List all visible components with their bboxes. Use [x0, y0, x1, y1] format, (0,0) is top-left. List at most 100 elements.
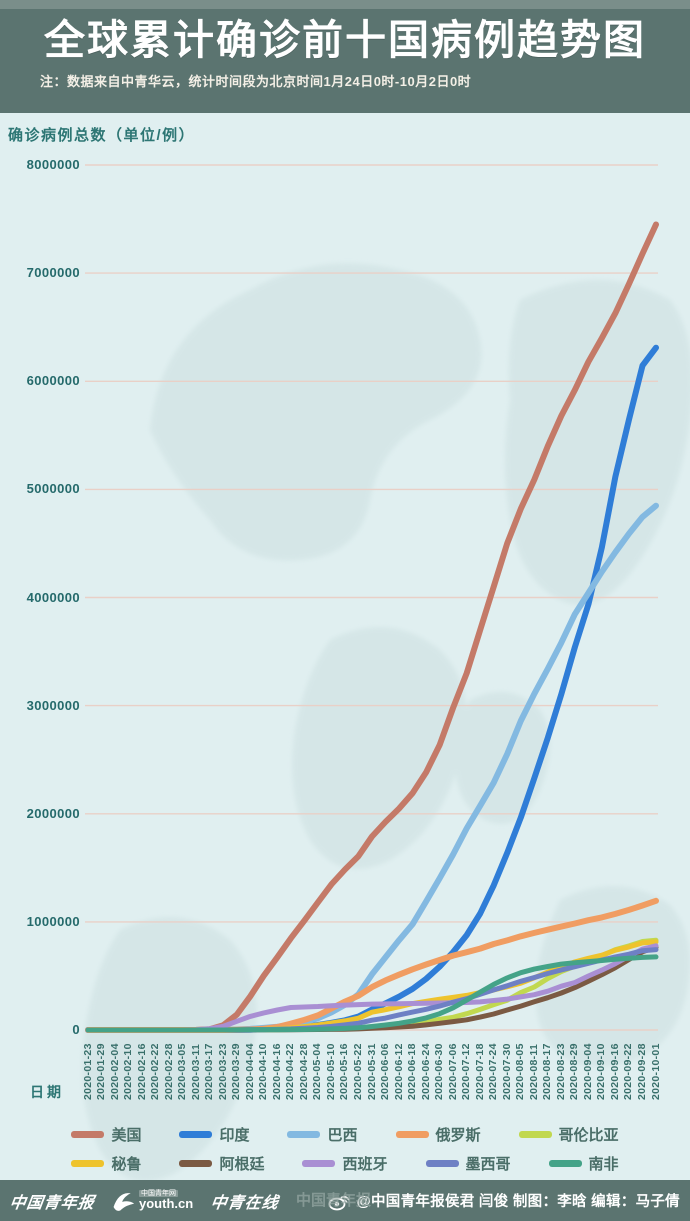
- x-tick-label: 2020-05-04: [311, 1043, 324, 1100]
- x-tick-label: 2020-04-22: [284, 1043, 297, 1100]
- x-tick-label: 2020-04-04: [243, 1043, 256, 1100]
- legend-swatch: [425, 1160, 459, 1167]
- legend-label: 俄罗斯: [435, 1127, 481, 1144]
- series-line-南非: [85, 954, 659, 1033]
- y-tick-label: 5000000: [26, 481, 80, 497]
- legend-label: 南非: [588, 1156, 619, 1173]
- legend-label: 西班牙: [342, 1156, 388, 1173]
- credit-block: @中国青年报侯君 闫俊 制图：李晗 编辑：马子倩: [328, 1190, 680, 1211]
- series-line-印度: [85, 344, 659, 1033]
- y-tick-label: 8000000: [26, 157, 80, 172]
- y-axis-title: 确诊病例总数（单位/例）: [8, 127, 196, 144]
- zhongqing-online-logo: 中青在线: [209, 1192, 281, 1212]
- y-tick-label: 0: [72, 1022, 80, 1037]
- series-line-秘鲁: [85, 939, 659, 1033]
- x-tick-label: 2020-07-24: [487, 1043, 500, 1100]
- x-tick-label: 2020-06-30: [433, 1043, 446, 1100]
- legend-item-墨西哥: 墨西哥: [425, 1153, 511, 1174]
- series-line-美国: [85, 221, 659, 1033]
- x-tick-label: 2020-03-11: [189, 1043, 202, 1100]
- series-line-西班牙: [85, 943, 659, 1033]
- legend-item-哥伦比亚: 哥伦比亚: [518, 1124, 619, 1145]
- data-source-note: 注：数据来自中青华云，统计时间段为北京时间1月24日0时-10月2日0时: [40, 74, 472, 90]
- y-tick-label: 6000000: [26, 373, 80, 389]
- x-tick-label: 2020-01-23: [81, 1043, 94, 1100]
- dove-icon: [113, 1192, 135, 1211]
- series-line-俄罗斯: [85, 897, 659, 1033]
- x-tick-label: 2020-08-23: [554, 1043, 567, 1100]
- weibo-icon: [328, 1195, 349, 1210]
- x-tick-label: 2020-07-06: [446, 1043, 459, 1100]
- x-tick-label: 2020-09-28: [635, 1043, 648, 1100]
- x-tick-label: 2020-05-22: [351, 1043, 364, 1100]
- youth-cn-logo: 中国青年网 youth.cn: [111, 1189, 193, 1213]
- x-tick-label: 2020-03-05: [176, 1043, 189, 1100]
- x-tick-label: 2020-07-12: [460, 1043, 473, 1100]
- series-layer: [85, 221, 659, 1033]
- legend-row: 美国 印度 巴西 俄罗斯 哥伦比亚: [0, 1124, 690, 1145]
- y-tick-label: 2000000: [26, 805, 80, 821]
- y-tick-label: 4000000: [26, 589, 80, 605]
- legend-swatch: [179, 1160, 213, 1167]
- x-axis-title: 日期: [30, 1084, 64, 1100]
- series-line-墨西哥: [85, 947, 659, 1033]
- x-tick-label: 2020-05-31: [365, 1043, 378, 1100]
- legend-item-西班牙: 西班牙: [302, 1153, 388, 1174]
- x-tick-label: 2020-02-28: [162, 1043, 175, 1100]
- x-tick-label: 2020-07-30: [500, 1043, 513, 1100]
- legend-item-南非: 南非: [548, 1153, 619, 1174]
- x-tick-label: 2020-09-22: [622, 1043, 635, 1100]
- x-tick-label: 2020-06-24: [419, 1043, 432, 1100]
- legend-item-美国: 美国: [71, 1124, 141, 1145]
- y-tick-label: 7000000: [26, 265, 80, 281]
- x-tick-label: 2020-09-16: [608, 1043, 621, 1100]
- legend-label: 墨西哥: [465, 1156, 511, 1173]
- legend-swatch: [287, 1131, 321, 1138]
- china-youth-daily-logo: 中国青年报: [8, 1192, 97, 1212]
- gridlines-layer: [85, 164, 658, 1031]
- x-tick-label: 2020-06-18: [406, 1043, 419, 1100]
- x-tick-label: 2020-04-16: [270, 1043, 283, 1100]
- legend-swatch: [302, 1160, 336, 1167]
- legend-item-秘鲁: 秘鲁: [71, 1153, 141, 1174]
- x-tick-label: 2020-02-10: [122, 1043, 135, 1100]
- legend-label: 印度: [219, 1127, 250, 1144]
- footer-bar: 中国青年报 中国青年网 youth.cn 中青在线 @中国青年报侯君 闫俊 制图…: [0, 1180, 690, 1221]
- x-tick-label: 2020-06-12: [392, 1043, 405, 1100]
- x-tick-label: 2020-10-01: [649, 1043, 662, 1100]
- series-line-哥伦比亚: [85, 937, 659, 1033]
- legend-label: 秘鲁: [111, 1156, 142, 1173]
- x-tick-label: 2020-08-17: [541, 1043, 554, 1100]
- x-tick-label: 2020-02-16: [135, 1043, 148, 1100]
- youth-net-badge: 中国青年网: [139, 1189, 179, 1198]
- page-title: 全球累计确诊前十国病例趋势图: [44, 17, 646, 63]
- x-tick-label: 2020-01-29: [95, 1043, 108, 1100]
- x-tick-label: 2020-02-04: [108, 1043, 121, 1100]
- header-banner: 全球累计确诊前十国病例趋势图 注：数据来自中青华云，统计时间段为北京时间1月24…: [0, 0, 690, 113]
- y-tick-label: 1000000: [26, 913, 80, 929]
- series-line-巴西: [85, 502, 659, 1033]
- legend-label: 巴西: [327, 1127, 358, 1144]
- legend-swatch: [518, 1131, 552, 1138]
- youth-cn-label: youth.cn: [139, 1196, 194, 1212]
- legend-label: 美国: [111, 1127, 142, 1144]
- x-tick-label: 2020-08-11: [527, 1043, 540, 1100]
- x-tick-label: 2020-03-17: [203, 1043, 216, 1100]
- x-tick-label: 2020-07-18: [473, 1043, 486, 1100]
- legend-item-俄罗斯: 俄罗斯: [395, 1124, 481, 1145]
- legend-swatch: [71, 1131, 105, 1138]
- chart-legend: 美国 印度 巴西 俄罗斯 哥伦比亚秘鲁 阿根廷 西班牙 墨西哥 南非: [0, 1124, 690, 1174]
- legend-item-阿根廷: 阿根廷: [179, 1153, 264, 1174]
- x-tick-label: 2020-03-29: [230, 1043, 243, 1100]
- legend-swatch: [395, 1131, 429, 1138]
- legend-item-巴西: 巴西: [287, 1124, 358, 1145]
- x-tick-label: 2020-05-10: [324, 1043, 337, 1100]
- legend-swatch: [179, 1131, 213, 1138]
- legend-label: 阿根廷: [219, 1156, 265, 1173]
- legend-swatch: [548, 1160, 582, 1167]
- banner-top-strip: [0, 0, 690, 9]
- legend-label: 哥伦比亚: [558, 1127, 619, 1144]
- series-line-阿根廷: [85, 944, 659, 1033]
- legend-item-印度: 印度: [179, 1124, 249, 1145]
- x-tick-label: 2020-04-10: [257, 1043, 270, 1100]
